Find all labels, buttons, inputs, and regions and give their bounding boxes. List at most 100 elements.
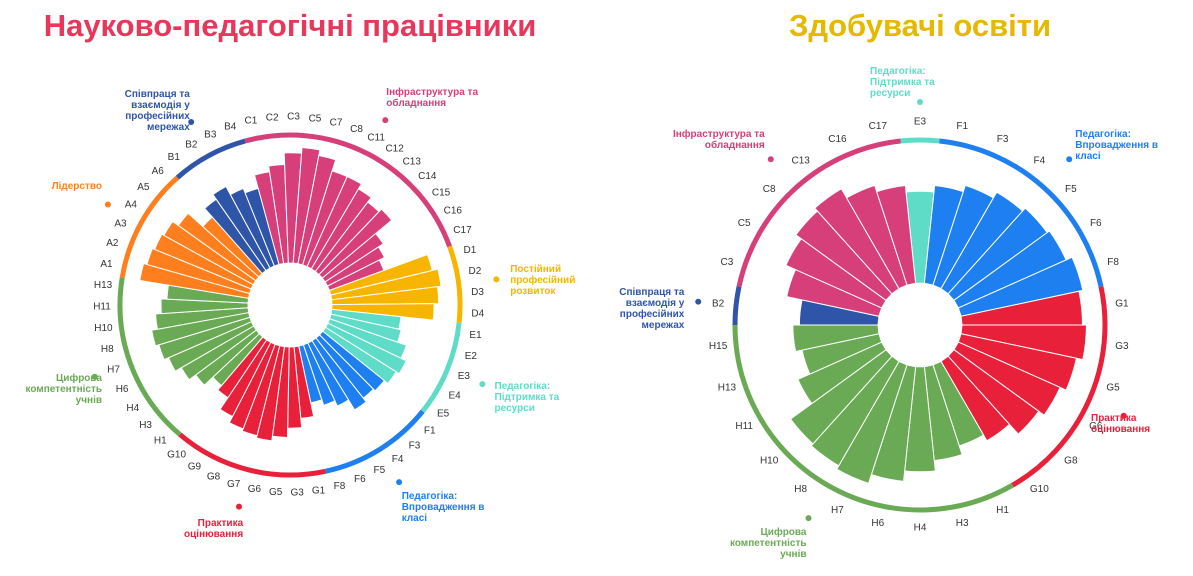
category-label: H15	[709, 341, 728, 352]
category-label: A4	[125, 200, 138, 211]
category-label: H6	[871, 518, 884, 529]
group-ring	[178, 432, 326, 478]
category-label: H8	[101, 344, 114, 355]
category-label: G9	[188, 462, 202, 473]
group-ring	[420, 322, 462, 413]
group-label: Педагогіка: Впровадження в класі	[401, 490, 485, 524]
category-label: D1	[463, 245, 476, 256]
category-label: E3	[458, 371, 471, 382]
group-ring	[324, 409, 425, 474]
category-label: B4	[224, 121, 237, 132]
category-label: C8	[763, 184, 776, 195]
group-ring	[117, 277, 182, 437]
group-dot	[479, 381, 486, 388]
category-label: G10	[1030, 484, 1049, 495]
category-label: G5	[269, 487, 283, 498]
category-label: C5	[309, 113, 322, 124]
category-label: C3	[721, 257, 734, 268]
group-label: Цифрова компетентність учнів	[25, 373, 102, 407]
group-ring	[175, 138, 246, 180]
category-label: H10	[94, 323, 113, 334]
category-label: H1	[996, 505, 1009, 516]
category-label: H11	[93, 301, 111, 312]
category-label: A2	[106, 238, 119, 249]
category-label: H4	[126, 403, 139, 414]
group-dot	[695, 298, 702, 305]
category-label: F5	[373, 465, 385, 476]
group-label: Постійний професійний розвиток	[510, 264, 576, 298]
category-label: G1	[312, 485, 326, 496]
category-label: A3	[114, 218, 127, 229]
category-label: H7	[831, 505, 844, 516]
category-label: F3	[409, 441, 421, 452]
group-dot	[1066, 156, 1073, 163]
category-label: C5	[738, 218, 751, 229]
category-label: C11	[367, 133, 385, 144]
category-label: C2	[266, 112, 279, 123]
category-label: G3	[290, 488, 304, 499]
category-label: C13	[791, 155, 810, 166]
group-dot	[188, 118, 195, 125]
group-label: Інфраструктура та обладнання	[386, 86, 479, 109]
category-label: H10	[760, 455, 779, 466]
category-label: E4	[448, 391, 461, 402]
category-label: E3	[914, 117, 927, 128]
category-label: F6	[354, 474, 366, 485]
group-dot	[91, 373, 98, 380]
category-label: C17	[453, 225, 472, 236]
category-label: C17	[869, 121, 888, 132]
group-dot	[382, 117, 389, 124]
group-dot	[104, 201, 111, 208]
category-label: F8	[334, 481, 346, 492]
category-label: F4	[1033, 155, 1045, 166]
category-label: F1	[424, 425, 436, 436]
category-label: G7	[227, 479, 241, 490]
category-label: C14	[418, 171, 437, 182]
category-label: B2	[712, 298, 725, 309]
category-label: H3	[956, 518, 969, 529]
group-ring	[119, 175, 180, 279]
category-label: G3	[1115, 341, 1129, 352]
bar	[876, 184, 917, 286]
group-label: Практика оцінювання	[1091, 413, 1151, 436]
group-dot	[236, 503, 243, 510]
category-label: F8	[1107, 257, 1119, 268]
category-label: B2	[185, 140, 198, 151]
group-label: Співпраця та взаємодія у професійних мер…	[619, 287, 685, 332]
group-ring	[447, 245, 463, 324]
category-label: C3	[287, 112, 300, 123]
category-label: H1	[154, 436, 167, 447]
group-ring	[736, 138, 901, 288]
group-dot	[917, 99, 923, 105]
group-dot	[396, 479, 403, 486]
category-label: H4	[914, 523, 927, 534]
category-label: F6	[1090, 218, 1102, 229]
category-label: G8	[207, 471, 221, 482]
category-label: C15	[432, 188, 451, 199]
group-dot	[767, 156, 774, 163]
category-label: F3	[997, 134, 1009, 145]
group-label: Лідерство	[51, 180, 102, 192]
category-label: H13	[718, 382, 737, 393]
group-label: Педагогіка: Впровадження в класі	[1075, 129, 1159, 163]
group-ring	[1011, 286, 1108, 488]
category-label: E1	[469, 330, 482, 341]
category-label: E2	[465, 351, 478, 362]
group-ring	[939, 138, 1104, 288]
category-label: G10	[167, 450, 186, 461]
group-dot	[805, 515, 812, 522]
category-label: C13	[403, 156, 422, 167]
chart-title: Науково-педагогічні працівники	[43, 8, 537, 43]
group-ring	[732, 324, 1014, 513]
category-label: C7	[330, 117, 343, 128]
category-label: F1	[956, 121, 968, 132]
category-label: H11	[735, 421, 753, 432]
category-label: G6	[248, 484, 262, 495]
group-ring	[732, 286, 742, 326]
category-label: D3	[471, 287, 484, 298]
category-label: A1	[100, 259, 113, 270]
category-label: D2	[469, 266, 482, 277]
category-label: G5	[1106, 382, 1120, 393]
